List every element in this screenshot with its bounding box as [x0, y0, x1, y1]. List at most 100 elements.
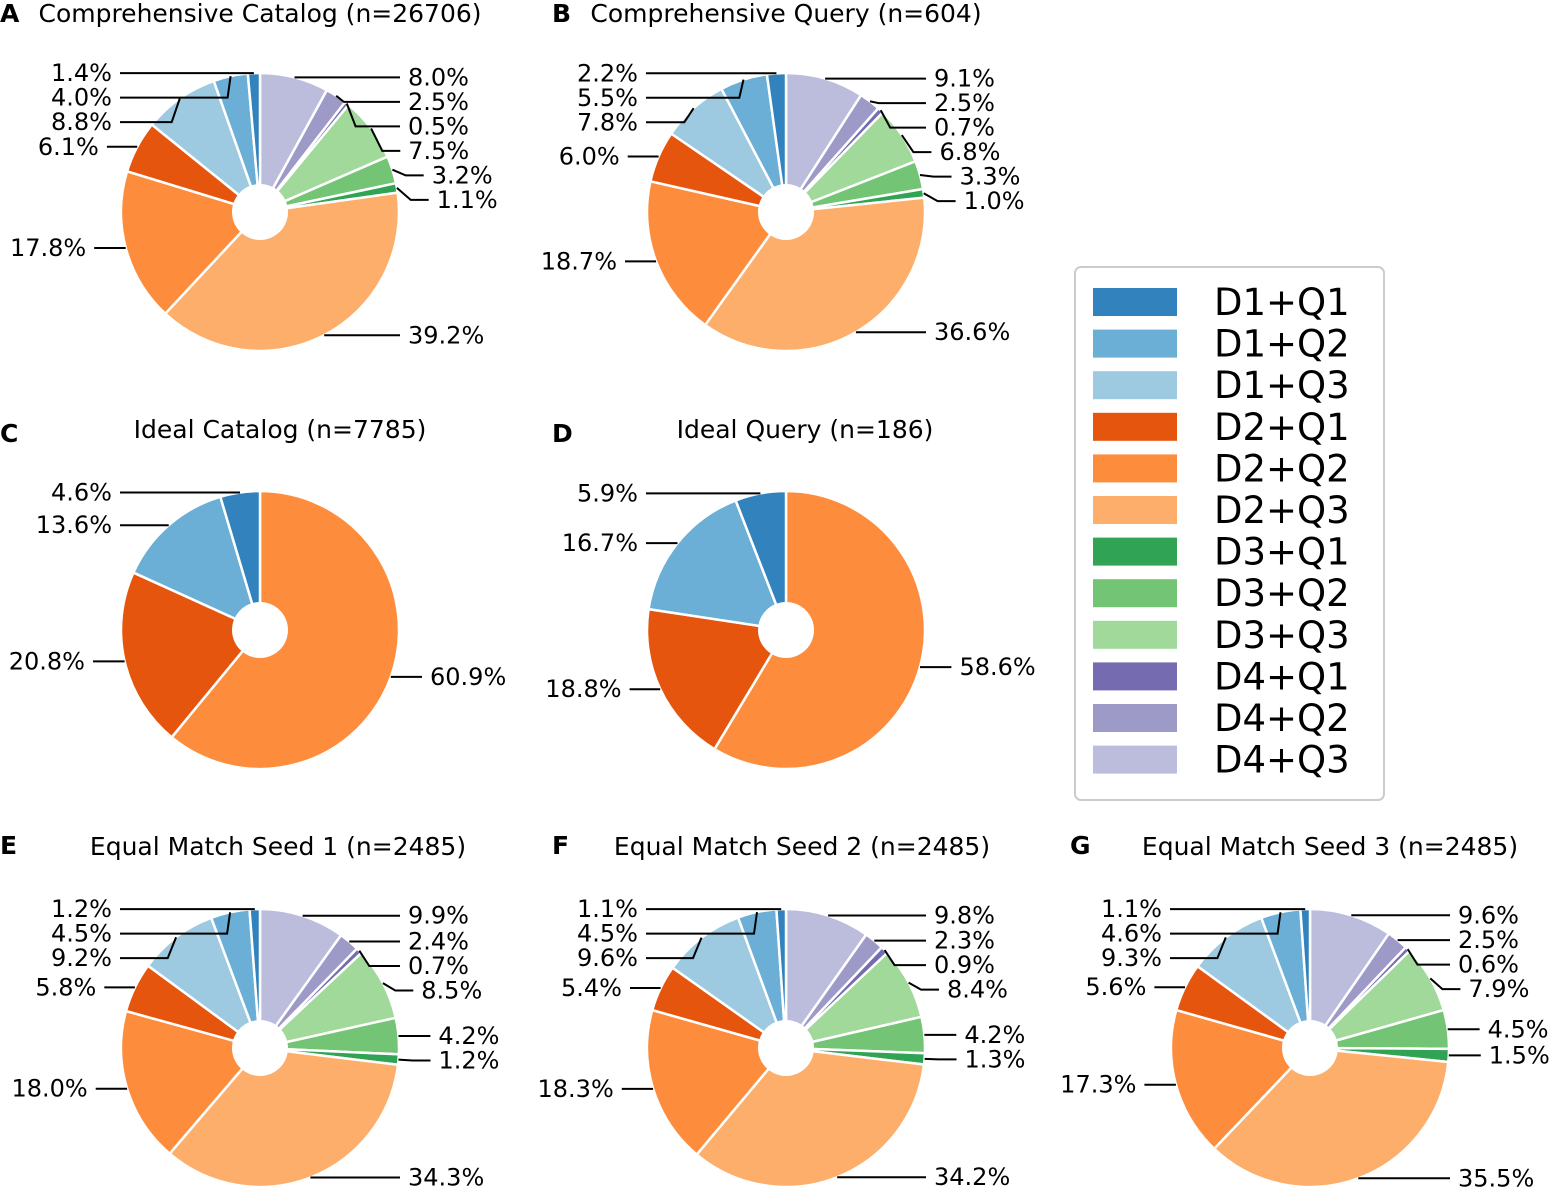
panel-letter: D [552, 419, 573, 448]
legend-swatch-d1-q3 [1093, 371, 1177, 400]
legend-label-d3-q1: D3+Q1 [1214, 531, 1350, 574]
leader-line [646, 79, 745, 99]
leader-line [869, 100, 926, 105]
panel-letter: G [1070, 831, 1091, 860]
chart-title: Comprehensive Query (n=604) [590, 0, 981, 28]
legend-label-d2-q2: D2+Q2 [1214, 447, 1350, 490]
pie-labels: 9.6%2.5%0.6%7.9% 4.5%1.5% 35.5% 1.1%4.6%9.3… [1060, 895, 1550, 1192]
leader-line [924, 1057, 957, 1061]
slice-label-d1-q2: 13.6% [36, 511, 112, 539]
slice-label-d4-q2: 2.5% [1458, 926, 1519, 954]
legend-swatch-d3-q3 [1093, 620, 1177, 649]
slice-label-d4-q2: 2.5% [934, 89, 995, 117]
slice-d1-q3 [1196, 916, 1312, 1050]
slice-label-d2-q1: 6.0% [559, 143, 620, 171]
pie-hole [232, 1020, 288, 1076]
slice-label-d1-q1: 1.4% [51, 59, 112, 87]
leader-line [120, 98, 181, 124]
slice-label-d2-q2: 18.0% [11, 1075, 87, 1103]
leader-line [382, 982, 414, 992]
slice-label-d2-q1: 5.8% [35, 973, 96, 1001]
slice-label-d4-q1: 0.6% [1458, 951, 1519, 979]
slice-label-d2-q2: 17.3% [1060, 1071, 1136, 1099]
pie-labels: 8.0%2.5%0.5%7.5%3.2%1.1% 39.2% 1.4%4.0%8.8… [10, 59, 498, 349]
pie-labels: 60.9% 4.6% 13.6% 20.8% [9, 478, 507, 690]
slice-label-d4-q1: 0.7% [408, 952, 469, 980]
leader-line [370, 127, 401, 152]
leader-line [646, 937, 703, 960]
pie-hole [232, 602, 288, 658]
pie-panel-e: E Equal Match Seed 1 (n=2485) 9.9%2.4%0.… [0, 831, 499, 1192]
slice-label-d4-q3: 8.0% [408, 63, 469, 91]
pie-panel-a: A Comprehensive Catalog (n=26706) 8.0%2.… [0, 0, 498, 353]
legend-label-d4-q1: D4+Q1 [1214, 655, 1350, 698]
slice-label-d2-q2: 18.3% [538, 1075, 614, 1103]
slice-label-d2-q1: 20.8% [9, 647, 85, 675]
slice-label-d3-q3: 8.4% [947, 976, 1008, 1004]
panel-letter: C [0, 419, 18, 448]
leader-line [120, 912, 232, 935]
panel-letter: F [552, 831, 569, 860]
slice-label-d2-q1: 6.1% [38, 133, 99, 161]
slice-label-d3-q2: 4.2% [964, 1021, 1025, 1049]
legend-swatch-d3-q1 [1093, 537, 1177, 566]
leader-line [646, 911, 758, 935]
pie-labels: 9.8%2.3%0.9%8.4% 4.2%1.3% 34.2% 1.1%4.5%9.6… [538, 895, 1026, 1191]
pie-slices [119, 489, 401, 771]
legend-swatch-d2-q3 [1093, 496, 1177, 524]
slice-label-d1-q2: 16.7% [562, 529, 638, 557]
pie-labels: 9.1%2.5%0.7%6.8%3.3%1.0% 36.6% 2.2%5.5%7.8… [541, 59, 1025, 346]
leader-line [120, 76, 232, 99]
leader-line [392, 168, 424, 177]
chart-title: Ideal Query (n=186) [677, 415, 934, 444]
pie-slices [645, 489, 927, 771]
slice-d2-q2 [1169, 1008, 1312, 1150]
leader-line [1170, 912, 1282, 935]
pie-slices [119, 71, 401, 353]
pie-slices [1169, 907, 1451, 1189]
leader-line [358, 950, 400, 967]
slice-label-d1-q1: 1.2% [51, 895, 112, 923]
slice-d2-q2 [119, 170, 262, 315]
slice-d4-q3 [784, 907, 868, 1050]
legend-label-d3-q2: D3+Q2 [1214, 572, 1350, 615]
legend-label-d4-q2: D4+Q2 [1214, 697, 1350, 740]
legend-swatch-d4-q2 [1093, 704, 1177, 732]
legend-label-d2-q3: D2+Q3 [1214, 489, 1350, 532]
legend-label-d1-q2: D1+Q2 [1214, 323, 1350, 366]
leader-line [1170, 937, 1227, 960]
chart-title: Equal Match Seed 3 (n=2485) [1142, 832, 1518, 861]
slice-label-d4-q2: 2.4% [408, 928, 469, 956]
slice-d2-q1 [119, 571, 262, 739]
slice-label-d3-q3: 6.8% [939, 138, 1000, 166]
leader-line [646, 107, 695, 124]
pie-panel-b: B Comprehensive Query (n=604) 9.1%2.5%0.… [541, 0, 1025, 353]
slice-d1-q2 [647, 499, 788, 632]
slice-d4-q3 [258, 907, 343, 1050]
legend-label-d2-q1: D2+Q1 [1214, 406, 1350, 449]
chart-title: Comprehensive Catalog (n=26706) [38, 0, 481, 28]
slice-d2-q3 [168, 1046, 400, 1189]
pie-panel-c: C Ideal Catalog (n=7785) 60.9% 4.6% 13.6% 2… [0, 415, 507, 771]
slice-label-d2-q1: 5.6% [1085, 973, 1146, 1001]
slice-label-d2-q3: 34.2% [934, 1163, 1010, 1191]
leader-line [883, 949, 926, 967]
pie-hole [232, 184, 288, 240]
leader-line [879, 109, 926, 129]
slice-label-d2-q3: 34.3% [408, 1164, 484, 1192]
leader-line [345, 103, 400, 128]
slice-d2-q2 [119, 1009, 262, 1155]
slice-label-d4-q1: 0.9% [934, 951, 995, 979]
leader-line [120, 936, 178, 960]
pie-panel-f: F Equal Match Seed 2 (n=2485) 9.8%2.3%0.… [538, 831, 1026, 1191]
pie-hole [758, 602, 814, 658]
legend-swatch-d4-q1 [1093, 662, 1177, 691]
slice-label-d4-q3: 9.6% [1458, 901, 1519, 929]
slice-d2-q3 [163, 191, 401, 353]
slice-label-d2-q2: 58.6% [959, 653, 1035, 681]
slice-label-d1-q1: 4.6% [51, 478, 112, 506]
panel-letter: E [0, 831, 17, 860]
chart-title: Equal Match Seed 2 (n=2485) [614, 832, 990, 861]
slice-label-d2-q2: 17.8% [10, 234, 86, 262]
